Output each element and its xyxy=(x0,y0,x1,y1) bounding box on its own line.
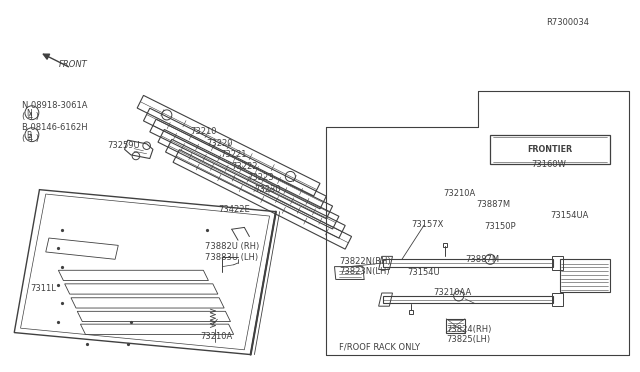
Text: 73150P: 73150P xyxy=(484,222,516,231)
Text: 73259U: 73259U xyxy=(107,141,140,150)
Text: 73223: 73223 xyxy=(248,173,274,182)
Text: B: B xyxy=(26,131,31,140)
Text: 73822N(RH)
73823N(LH): 73822N(RH) 73823N(LH) xyxy=(339,257,390,276)
Text: N 08918-3061A
( 4 ): N 08918-3061A ( 4 ) xyxy=(22,101,88,121)
Text: 73230: 73230 xyxy=(254,185,280,194)
Text: 73160W: 73160W xyxy=(531,160,566,169)
Text: 73220: 73220 xyxy=(207,139,233,148)
Text: R7300034: R7300034 xyxy=(546,19,589,28)
Text: 73882U (RH)
73883U (LH): 73882U (RH) 73883U (LH) xyxy=(205,242,259,262)
Text: 73154U: 73154U xyxy=(407,268,440,278)
Text: B 08146-6162H
( 4 ): B 08146-6162H ( 4 ) xyxy=(22,123,88,142)
Text: 73210: 73210 xyxy=(191,126,217,135)
Text: 7311L: 7311L xyxy=(30,284,56,293)
Text: F/ROOF RACK ONLY: F/ROOF RACK ONLY xyxy=(339,343,420,352)
Text: 73824(RH)
73825(LH): 73824(RH) 73825(LH) xyxy=(446,325,492,344)
Text: 73887M: 73887M xyxy=(476,200,511,209)
Text: FRONTIER: FRONTIER xyxy=(527,145,573,154)
Text: 73157X: 73157X xyxy=(412,220,444,229)
Text: 73210AA: 73210AA xyxy=(433,288,472,297)
Text: N: N xyxy=(26,109,31,118)
Text: FRONT: FRONT xyxy=(58,60,87,69)
Text: 73422E: 73422E xyxy=(218,205,250,214)
Text: 73887M: 73887M xyxy=(465,255,499,264)
Text: 73210A: 73210A xyxy=(443,189,475,198)
Text: 73221: 73221 xyxy=(220,150,247,159)
Text: 73222: 73222 xyxy=(232,162,258,171)
Text: 73210A: 73210A xyxy=(200,332,232,341)
Text: 73154UA: 73154UA xyxy=(550,211,589,220)
